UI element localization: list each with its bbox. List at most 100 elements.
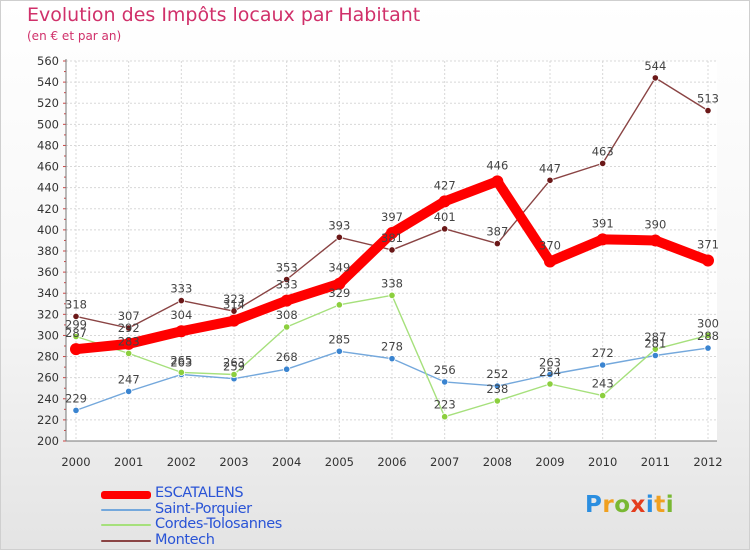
data-point [493, 397, 501, 405]
legend-swatch-montech [101, 539, 151, 542]
y-tick-label: 500 [37, 117, 59, 131]
data-point [125, 324, 133, 332]
data-point [596, 233, 609, 246]
data-label: 263 [539, 356, 561, 370]
logo-letter: o [614, 492, 631, 518]
y-tick-label: 400 [37, 223, 59, 237]
data-label: 513 [697, 92, 719, 106]
proxiti-logo[interactable]: Proxiti [585, 492, 674, 518]
data-point [651, 351, 659, 360]
data-point [335, 233, 343, 241]
data-point [177, 368, 185, 376]
data-point [335, 347, 343, 355]
chart-title: Evolution des Impôts locaux par Habitant [27, 4, 421, 26]
data-label: 447 [539, 161, 561, 175]
data-label: 281 [644, 337, 666, 351]
x-tick-label: 2008 [483, 455, 512, 469]
data-label: 338 [381, 276, 403, 290]
data-point [702, 254, 714, 267]
y-tick-label: 380 [37, 244, 59, 258]
data-point [72, 406, 80, 414]
data-point [230, 307, 238, 315]
data-point [72, 312, 80, 321]
data-point [704, 331, 712, 340]
data-points [70, 74, 714, 421]
data-point [704, 107, 712, 115]
x-tick-label: 2011 [641, 455, 670, 469]
logo-letter: i [665, 492, 675, 518]
data-label: 544 [644, 59, 666, 73]
x-tick-label: 2005 [325, 455, 354, 469]
data-point [599, 159, 607, 167]
data-point [333, 277, 346, 290]
data-label: 349 [328, 261, 350, 275]
y-tick-label: 560 [37, 54, 59, 68]
data-label: 285 [328, 332, 350, 346]
data-label: 314 [223, 298, 245, 312]
data-label: 283 [118, 334, 140, 348]
data-label: 401 [434, 210, 456, 224]
y-tick-label: 220 [37, 413, 59, 427]
data-point [599, 392, 607, 400]
data-label: 278 [381, 340, 403, 354]
legend-label-escatalens: ESCATALENS [155, 485, 244, 501]
data-point [441, 378, 449, 386]
y-tick-label: 200 [37, 434, 59, 448]
y-tick-label: 320 [37, 307, 59, 321]
x-tick-label: 2003 [219, 455, 248, 469]
y-tick-label: 340 [37, 286, 59, 300]
data-label: 307 [118, 309, 140, 323]
data-point [441, 413, 449, 421]
x-tick-label: 2009 [535, 455, 564, 469]
x-tick-label: 2001 [114, 455, 143, 469]
data-point [388, 355, 396, 363]
y-tick-label: 460 [37, 160, 59, 174]
data-point [649, 234, 662, 247]
data-label: 254 [539, 365, 561, 379]
data-label: 263 [223, 356, 245, 370]
data-label: 391 [592, 216, 614, 230]
logo-letter: P [585, 492, 603, 518]
x-tick-label: 2007 [430, 455, 459, 469]
data-label: 304 [170, 308, 192, 322]
data-label: 272 [592, 346, 614, 360]
data-label: 247 [118, 372, 140, 386]
data-label: 288 [697, 329, 719, 343]
data-point [493, 382, 501, 390]
x-tick-label: 2002 [167, 455, 196, 469]
data-point [651, 74, 659, 82]
data-point [122, 337, 135, 350]
x-tick-label: 2012 [693, 455, 722, 469]
data-label: 390 [644, 217, 666, 231]
data-label: 370 [539, 239, 561, 253]
data-point [388, 246, 396, 254]
legend-swatch-saint-porquier [101, 508, 151, 511]
legend-swatch-escatalens [101, 491, 151, 499]
data-point [175, 325, 188, 338]
data-point [704, 344, 712, 352]
data-label: 323 [223, 292, 245, 306]
chart-subtitle: (en € et par an) [27, 29, 122, 43]
data-point [546, 380, 554, 388]
data-label: 397 [381, 210, 403, 224]
data-label: 287 [65, 326, 87, 340]
data-point [283, 365, 291, 373]
y-tick-label: 440 [37, 181, 59, 195]
data-point [388, 291, 396, 299]
y-tick-label: 480 [37, 138, 59, 152]
data-label: 353 [276, 261, 298, 275]
data-point [72, 332, 80, 341]
data-label: 427 [434, 178, 456, 192]
logo-letter: x [630, 492, 646, 518]
data-label: 299 [65, 318, 87, 332]
data-label: 238 [486, 382, 508, 396]
data-point [441, 225, 449, 233]
data-label: 371 [697, 238, 719, 252]
data-label: 381 [381, 231, 403, 245]
data-label: 333 [170, 282, 192, 296]
data-point [386, 227, 398, 240]
data-label: 265 [170, 353, 192, 367]
